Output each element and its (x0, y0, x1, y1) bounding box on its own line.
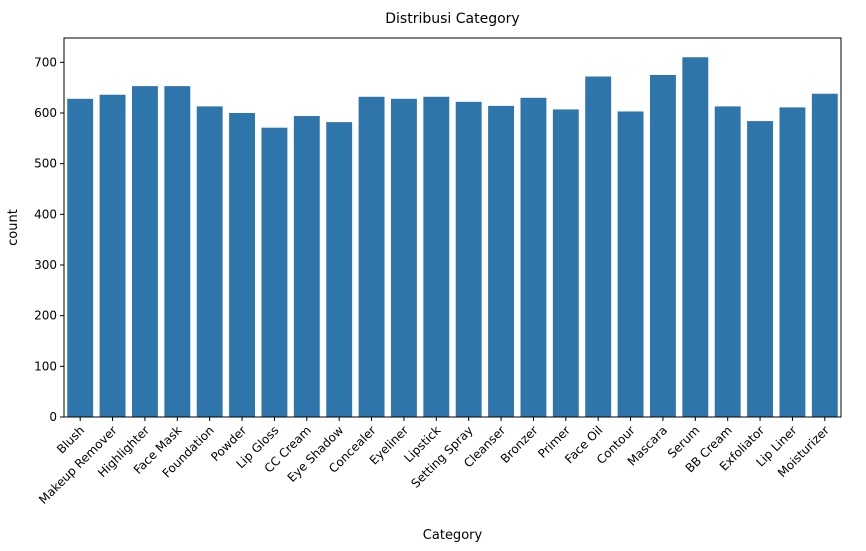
x-axis-title: Category (423, 528, 483, 543)
y-axis-ticks: 0 100 200 300 400 500 600 700 (34, 55, 64, 424)
plot-frame (63, 37, 842, 418)
bar-blush (67, 98, 94, 418)
bar-eye-shadow (326, 122, 353, 418)
bar-foundation (196, 106, 223, 417)
y-tick-label: 700 (34, 55, 57, 69)
bar-face-mask (164, 86, 191, 418)
bar-bb-cream (714, 106, 741, 417)
bar-exfoliator (747, 121, 774, 418)
bar-setting-spray (455, 101, 482, 417)
y-tick-label: 400 (34, 207, 57, 221)
bar-contour (617, 111, 644, 418)
bar-mascara (649, 74, 676, 417)
y-tick-label: 500 (34, 157, 57, 171)
y-axis-title: count (6, 209, 21, 246)
bar-serum (682, 57, 709, 418)
bar-bronzer (520, 97, 547, 418)
bar-lipstick (423, 96, 450, 418)
bar-face-oil (585, 76, 612, 417)
y-tick-label: 600 (34, 106, 57, 120)
bar-powder (229, 112, 256, 417)
y-tick-label: 0 (49, 410, 57, 424)
bar-eyeliner (390, 98, 417, 418)
bar-primer (552, 109, 579, 418)
bar-lip-gloss (261, 127, 288, 417)
bar-highlighter (131, 86, 158, 418)
bars-group (67, 57, 838, 418)
y-tick-label: 200 (34, 309, 57, 323)
y-tick-label: 100 (34, 359, 57, 373)
bar-cleanser (488, 105, 515, 417)
bar-moisturizer (811, 93, 838, 417)
y-tick-label: 300 (34, 258, 57, 272)
chart-title: Distribusi Category (385, 11, 519, 27)
bar-cc-cream (293, 116, 320, 417)
bar-concealer (358, 96, 385, 418)
bar-makeup-remover (99, 94, 126, 418)
bar-lip-liner (779, 107, 806, 418)
